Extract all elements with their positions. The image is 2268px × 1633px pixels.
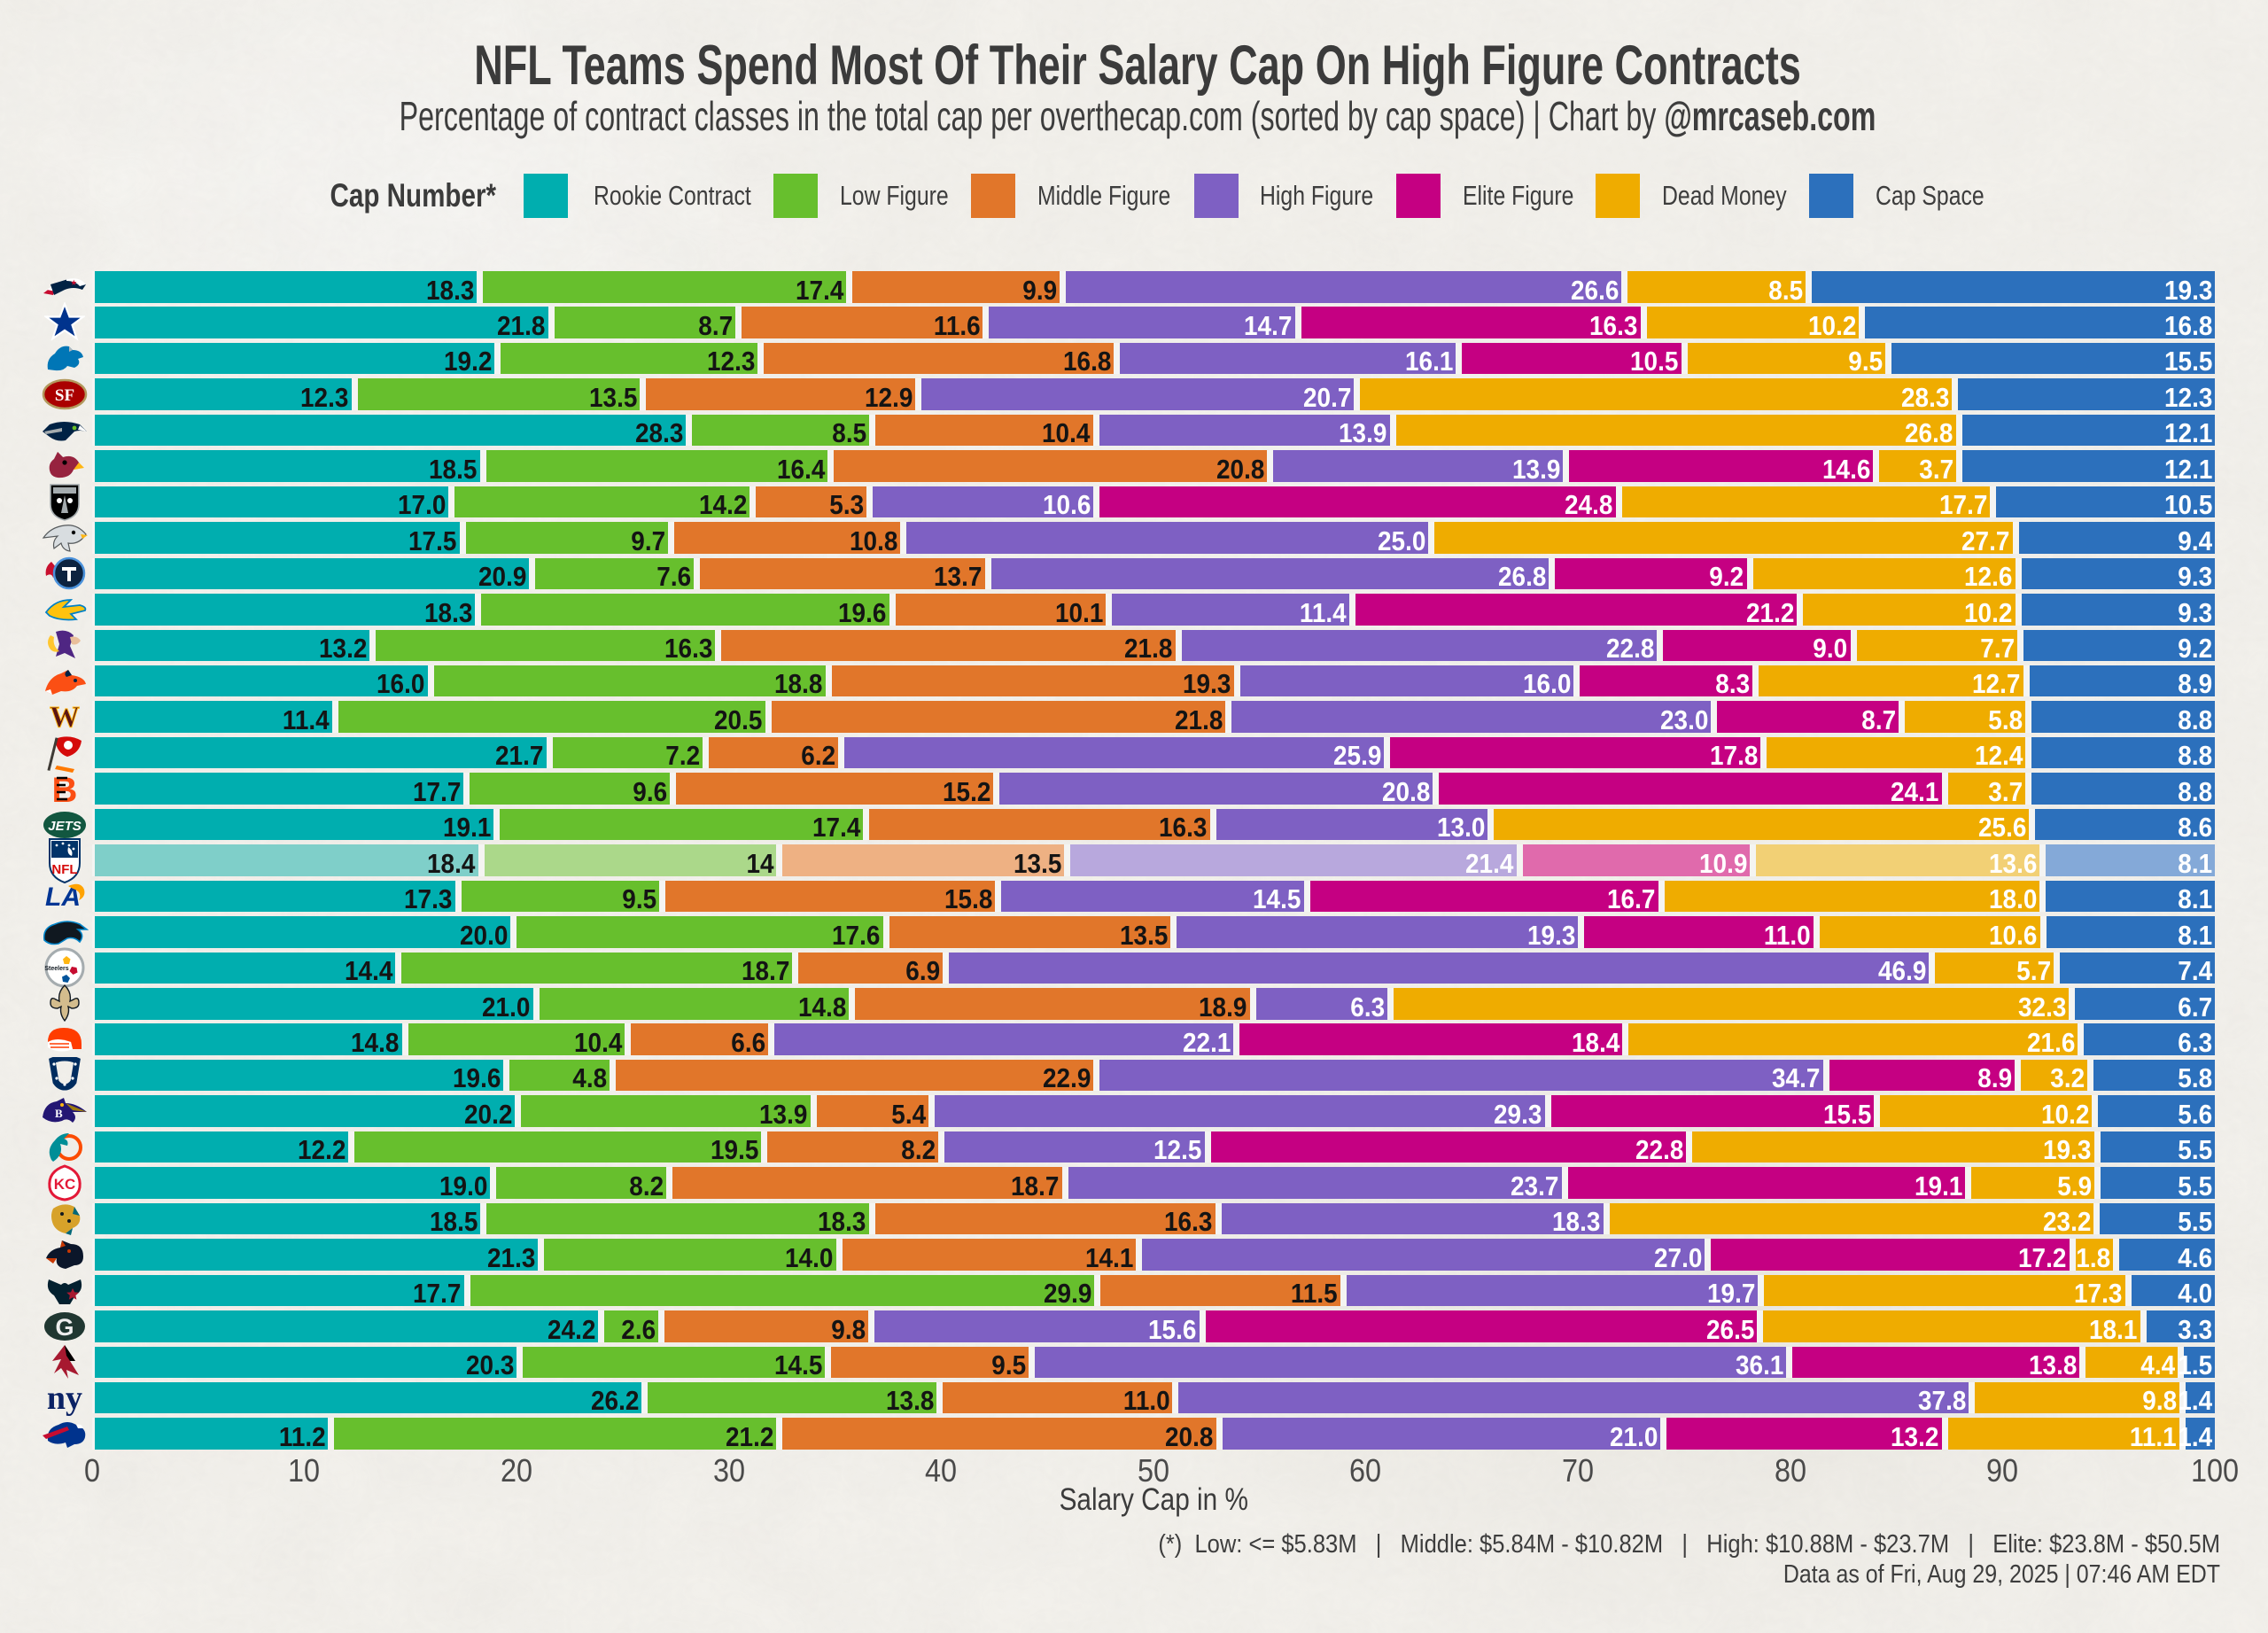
svg-text:W: W <box>50 701 80 733</box>
svg-text:KC: KC <box>54 1176 76 1193</box>
svg-text:B: B <box>55 1107 63 1120</box>
svg-text:SF: SF <box>55 386 74 405</box>
svg-text:NFL: NFL <box>51 862 77 877</box>
svg-text:JETS: JETS <box>48 819 82 834</box>
svg-text:B: B <box>52 771 78 807</box>
svg-text:Steelers: Steelers <box>44 966 68 972</box>
svg-text:ny: ny <box>47 1380 82 1416</box>
svg-text:G: G <box>55 1314 74 1341</box>
